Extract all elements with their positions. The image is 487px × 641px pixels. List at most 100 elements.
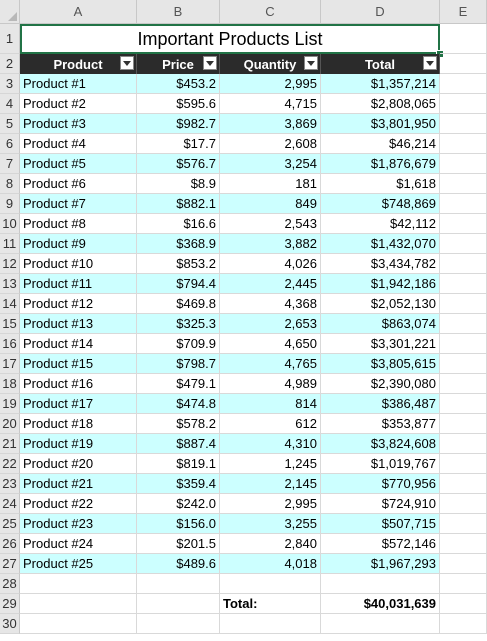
row-header-22[interactable]: 22 [0, 454, 20, 474]
empty-cell[interactable] [440, 234, 487, 254]
table-cell[interactable]: $794.4 [137, 274, 220, 294]
table-cell[interactable]: Product #14 [20, 334, 137, 354]
table-cell[interactable]: 612 [220, 414, 321, 434]
empty-cell[interactable] [440, 494, 487, 514]
empty-cell[interactable] [440, 134, 487, 154]
table-cell[interactable]: $863,074 [321, 314, 440, 334]
empty-cell[interactable] [20, 614, 137, 634]
table-cell[interactable]: $17.7 [137, 134, 220, 154]
table-cell[interactable]: $2,052,130 [321, 294, 440, 314]
table-cell[interactable]: 4,368 [220, 294, 321, 314]
table-cell[interactable]: $770,956 [321, 474, 440, 494]
table-cell[interactable]: $748,869 [321, 194, 440, 214]
table-cell[interactable]: $982.7 [137, 114, 220, 134]
table-cell[interactable]: $479.1 [137, 374, 220, 394]
column-header-b[interactable]: B [137, 0, 220, 24]
table-cell[interactable]: Product #17 [20, 394, 137, 414]
empty-cell[interactable] [440, 174, 487, 194]
table-cell[interactable]: Product #20 [20, 454, 137, 474]
table-cell[interactable]: $3,805,615 [321, 354, 440, 374]
row-header-13[interactable]: 13 [0, 274, 20, 294]
row-header-4[interactable]: 4 [0, 94, 20, 114]
table-cell[interactable]: $1,876,679 [321, 154, 440, 174]
empty-cell[interactable] [440, 434, 487, 454]
table-cell[interactable]: 2,653 [220, 314, 321, 334]
table-cell[interactable]: $572,146 [321, 534, 440, 554]
table-cell[interactable]: $709.9 [137, 334, 220, 354]
table-cell[interactable]: $242.0 [137, 494, 220, 514]
empty-cell[interactable] [440, 74, 487, 94]
row-header-18[interactable]: 18 [0, 374, 20, 394]
row-header-2[interactable]: 2 [0, 54, 20, 74]
table-cell[interactable]: $2,808,065 [321, 94, 440, 114]
table-cell[interactable]: Product #13 [20, 314, 137, 334]
table-cell[interactable]: Product #24 [20, 534, 137, 554]
table-cell[interactable]: $3,301,221 [321, 334, 440, 354]
table-cell[interactable]: Product #15 [20, 354, 137, 374]
empty-cell[interactable] [440, 214, 487, 234]
column-header-c[interactable]: C [220, 0, 321, 24]
empty-cell[interactable] [440, 474, 487, 494]
empty-cell[interactable] [220, 574, 321, 594]
row-header-20[interactable]: 20 [0, 414, 20, 434]
table-cell[interactable]: Product #4 [20, 134, 137, 154]
table-cell[interactable]: Product #19 [20, 434, 137, 454]
table-cell[interactable]: 1,245 [220, 454, 321, 474]
table-cell[interactable]: $8.9 [137, 174, 220, 194]
empty-cell[interactable] [440, 194, 487, 214]
table-cell[interactable]: Product #3 [20, 114, 137, 134]
row-header-21[interactable]: 21 [0, 434, 20, 454]
table-cell[interactable]: $1,357,214 [321, 74, 440, 94]
table-cell[interactable]: Product #7 [20, 194, 137, 214]
empty-cell[interactable] [440, 574, 487, 594]
row-header-23[interactable]: 23 [0, 474, 20, 494]
row-header-10[interactable]: 10 [0, 214, 20, 234]
table-cell[interactable]: $724,910 [321, 494, 440, 514]
table-cell[interactable]: $887.4 [137, 434, 220, 454]
table-cell[interactable]: $882.1 [137, 194, 220, 214]
table-cell[interactable]: $1,432,070 [321, 234, 440, 254]
empty-cell[interactable] [137, 614, 220, 634]
row-header-27[interactable]: 27 [0, 554, 20, 574]
row-header-11[interactable]: 11 [0, 234, 20, 254]
table-cell[interactable]: 2,445 [220, 274, 321, 294]
empty-cell[interactable] [20, 574, 137, 594]
table-cell[interactable]: 2,995 [220, 494, 321, 514]
table-cell[interactable]: $469.8 [137, 294, 220, 314]
table-cell[interactable]: 849 [220, 194, 321, 214]
table-cell[interactable]: 4,765 [220, 354, 321, 374]
filter-dropdown-button[interactable] [304, 56, 318, 70]
row-header-28[interactable]: 28 [0, 574, 20, 594]
table-cell[interactable]: Product #10 [20, 254, 137, 274]
empty-cell[interactable] [440, 94, 487, 114]
table-cell[interactable]: Product #25 [20, 554, 137, 574]
empty-cell[interactable] [137, 594, 220, 614]
empty-cell[interactable] [440, 534, 487, 554]
table-cell[interactable]: Product #16 [20, 374, 137, 394]
table-cell[interactable]: $368.9 [137, 234, 220, 254]
row-header-15[interactable]: 15 [0, 314, 20, 334]
empty-cell[interactable] [440, 154, 487, 174]
empty-cell[interactable] [440, 54, 487, 74]
table-cell[interactable]: $798.7 [137, 354, 220, 374]
table-cell[interactable]: 3,869 [220, 114, 321, 134]
empty-cell[interactable] [440, 374, 487, 394]
grand-total-label[interactable]: Total: [220, 594, 321, 614]
table-cell[interactable]: 4,989 [220, 374, 321, 394]
table-cell[interactable]: $578.2 [137, 414, 220, 434]
empty-cell[interactable] [321, 614, 440, 634]
table-cell[interactable]: $819.1 [137, 454, 220, 474]
row-header-1[interactable]: 1 [0, 24, 20, 54]
table-cell[interactable]: 2,995 [220, 74, 321, 94]
empty-cell[interactable] [440, 314, 487, 334]
table-cell[interactable]: $453.2 [137, 74, 220, 94]
table-cell[interactable]: $201.5 [137, 534, 220, 554]
empty-cell[interactable] [440, 274, 487, 294]
table-cell[interactable]: $595.6 [137, 94, 220, 114]
row-header-3[interactable]: 3 [0, 74, 20, 94]
table-cell[interactable]: $386,487 [321, 394, 440, 414]
column-header-e[interactable]: E [440, 0, 487, 24]
table-cell[interactable]: Product #23 [20, 514, 137, 534]
empty-cell[interactable] [440, 254, 487, 274]
row-header-7[interactable]: 7 [0, 154, 20, 174]
